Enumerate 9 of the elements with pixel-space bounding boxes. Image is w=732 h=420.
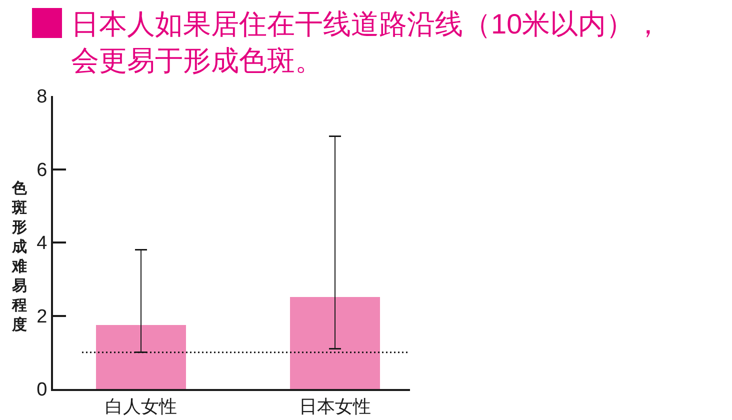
y-axis-title: 色斑形成难易程度 [11, 180, 28, 334]
y-tick-label: 4 [36, 233, 48, 254]
y-tick-label: 6 [36, 160, 48, 181]
chart-title: 日本人如果居住在干线道路沿线（10米以内），会更易于形成色斑。 [71, 8, 662, 76]
y-tick-label: 0 [36, 380, 48, 401]
y-tick-label: 2 [36, 306, 48, 328]
x-tick-label: 白人女性 [105, 396, 178, 417]
y-tick-label: 8 [36, 86, 48, 108]
x-tick-label: 日本女性 [298, 396, 371, 417]
